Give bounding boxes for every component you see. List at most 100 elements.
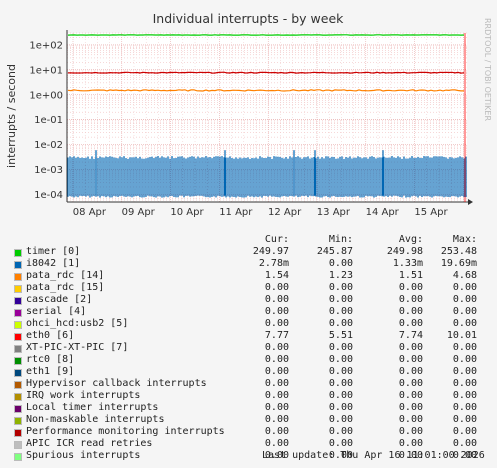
legend-cur-value: 0.00 bbox=[264, 354, 289, 365]
legend-name: cascade [2] bbox=[26, 294, 93, 305]
legend-avg-value: 0.00 bbox=[398, 354, 423, 365]
y-tick-label: 1e-04 bbox=[34, 190, 63, 201]
legend-max-value: 10.01 bbox=[446, 330, 477, 341]
legend-name: rtc0 [8] bbox=[26, 354, 75, 365]
legend-avg-value: 1.33m bbox=[392, 258, 423, 269]
x-tick-label: 09 Apr bbox=[122, 207, 156, 218]
legend-name: Hypervisor callback interrupts bbox=[26, 378, 207, 389]
legend-cur-value: 0.00 bbox=[264, 450, 289, 461]
legend: Cur: Min: Avg: Max: timer [0] 249.97 245.8… bbox=[14, 234, 490, 462]
legend-avg-value: 0.00 bbox=[398, 390, 423, 401]
y-axis-label: interrupts / second bbox=[5, 64, 18, 168]
legend-row: i8042 [1] 2.78m 0.00 1.33m 19.69m bbox=[14, 258, 490, 270]
legend-row: eth0 [6] 7.77 5.51 7.74 10.01 bbox=[14, 330, 490, 342]
legend-avg-value: 0.00 bbox=[398, 342, 423, 353]
legend-swatch bbox=[14, 297, 22, 305]
legend-min-value: 5.51 bbox=[328, 330, 353, 341]
legend-avg-value: 0.00 bbox=[398, 282, 423, 293]
legend-row: XT-PIC-XT-PIC [7] 0.00 0.00 0.00 0.00 bbox=[14, 342, 490, 354]
legend-max-value: 0.00 bbox=[452, 282, 477, 293]
legend-min-value: 0.00 bbox=[328, 402, 353, 413]
legend-min-value: 0.00 bbox=[328, 438, 353, 449]
chart: Individual interrupts - by week interrup… bbox=[5, 11, 492, 218]
legend-min-value: 0.00 bbox=[328, 378, 353, 389]
legend-swatch bbox=[14, 321, 22, 329]
legend-name: Spurious interrupts bbox=[26, 450, 141, 461]
legend-name: pata_rdc [14] bbox=[26, 270, 105, 281]
y-tick-label: 1e-03 bbox=[34, 165, 63, 176]
legend-swatch bbox=[14, 453, 22, 461]
legend-swatch bbox=[14, 393, 22, 401]
legend-row: Non-maskable interrupts 0.00 0.00 0.00 0.00 bbox=[14, 414, 490, 426]
legend-header: Cur: Min: Avg: Max: bbox=[14, 234, 490, 246]
eth0-series-line bbox=[68, 71, 465, 74]
legend-swatch bbox=[14, 369, 22, 377]
legend-swatch bbox=[14, 417, 22, 425]
legend-min-value: 0.00 bbox=[328, 450, 353, 461]
legend-min-value: 0.00 bbox=[328, 366, 353, 377]
legend-cur-value: 0.00 bbox=[264, 294, 289, 305]
legend-min-value: 0.00 bbox=[328, 294, 353, 305]
legend-name: eth1 [9] bbox=[26, 366, 75, 377]
y-tick-label: 1e+02 bbox=[29, 40, 63, 51]
x-tick-label: 08 Apr bbox=[73, 207, 107, 218]
legend-swatch bbox=[14, 441, 22, 449]
legend-swatch bbox=[14, 357, 22, 365]
legend-row: Local timer interrupts 0.00 0.00 0.00 0.00 bbox=[14, 402, 490, 414]
legend-row: serial [4] 0.00 0.00 0.00 0.00 bbox=[14, 306, 490, 318]
legend-avg-value: 0.00 bbox=[398, 366, 423, 377]
legend-cur-value: 249.97 bbox=[252, 246, 289, 257]
x-tick-label: 15 Apr bbox=[414, 207, 448, 218]
legend-cur-value: 0.00 bbox=[264, 342, 289, 353]
legend-name: serial [4] bbox=[26, 306, 87, 317]
legend-avg-value: 0.00 bbox=[398, 450, 423, 461]
legend-name: pata_rdc [15] bbox=[26, 282, 105, 293]
x-tick-label: 11 Apr bbox=[219, 207, 253, 218]
legend-name: timer [0] bbox=[26, 246, 81, 257]
legend-row: IRQ work interrupts 0.00 0.00 0.00 0.00 bbox=[14, 390, 490, 402]
legend-min-value: 0.00 bbox=[328, 390, 353, 401]
legend-cur-value: 0.00 bbox=[264, 282, 289, 293]
legend-max-value: 0.00 bbox=[452, 426, 477, 437]
legend-min-value: 0.00 bbox=[328, 354, 353, 365]
legend-cur-value: 0.00 bbox=[264, 402, 289, 413]
header-cur: Cur: bbox=[264, 234, 289, 245]
legend-name: ohci_hcd:usb2 [5] bbox=[26, 318, 129, 329]
legend-cur-value: 0.00 bbox=[264, 414, 289, 425]
legend-name: IRQ work interrupts bbox=[26, 390, 141, 401]
legend-max-value: 4.68 bbox=[452, 270, 477, 281]
legend-row: pata_rdc [14] 1.54 1.23 1.51 4.68 bbox=[14, 270, 490, 282]
legend-max-value: 0.00 bbox=[452, 318, 477, 329]
header-avg: Avg: bbox=[398, 234, 423, 245]
legend-cur-value: 0.00 bbox=[264, 426, 289, 437]
legend-max-value: 0.00 bbox=[452, 438, 477, 449]
legend-min-value: 0.00 bbox=[328, 318, 353, 329]
legend-name: Non-maskable interrupts bbox=[26, 414, 165, 425]
x-tick-label: 10 Apr bbox=[170, 207, 204, 218]
legend-avg-value: 0.00 bbox=[398, 378, 423, 389]
legend-name: i8042 [1] bbox=[26, 258, 81, 269]
legend-max-value: 0.00 bbox=[452, 450, 477, 461]
y-tick-label: 1e-01 bbox=[34, 115, 63, 126]
legend-row: ohci_hcd:usb2 [5] 0.00 0.00 0.00 0.00 bbox=[14, 318, 490, 330]
legend-cur-value: 0.00 bbox=[264, 318, 289, 329]
legend-cur-value: 0.00 bbox=[264, 390, 289, 401]
x-tick-label: 13 Apr bbox=[317, 207, 351, 218]
legend-cur-value: 7.77 bbox=[264, 330, 289, 341]
legend-avg-value: 0.00 bbox=[398, 294, 423, 305]
x-tick-label: 14 Apr bbox=[366, 207, 400, 218]
legend-swatch bbox=[14, 405, 22, 413]
y-tick-label: 1e+00 bbox=[29, 90, 63, 101]
legend-name: Performance monitoring interrupts bbox=[26, 426, 225, 437]
legend-row: rtc0 [8] 0.00 0.00 0.00 0.00 bbox=[14, 354, 490, 366]
legend-avg-value: 0.00 bbox=[398, 318, 423, 329]
legend-row: pata_rdc [15] 0.00 0.00 0.00 0.00 bbox=[14, 282, 490, 294]
legend-row: Performance monitoring interrupts 0.00 0.0… bbox=[14, 426, 490, 438]
legend-swatch bbox=[14, 249, 22, 257]
legend-avg-value: 249.98 bbox=[386, 246, 423, 257]
legend-cur-value: 0.00 bbox=[264, 378, 289, 389]
legend-row: Hypervisor callback interrupts 0.00 0.00 0.… bbox=[14, 378, 490, 390]
legend-swatch bbox=[14, 333, 22, 341]
legend-min-value: 0.00 bbox=[328, 282, 353, 293]
legend-avg-value: 0.00 bbox=[398, 426, 423, 437]
